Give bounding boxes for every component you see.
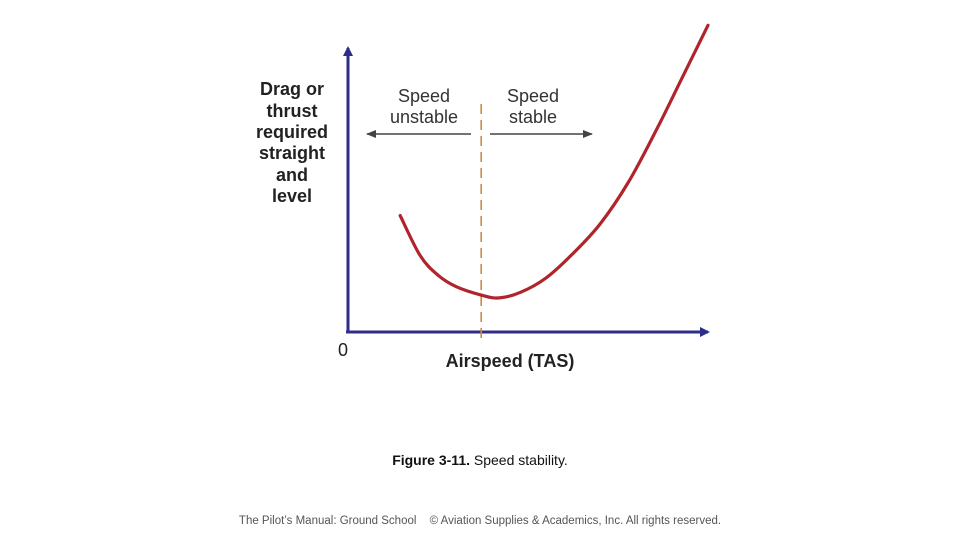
figure-caption-text: Speed stability. [470,452,568,468]
y-axis-label-line: required [256,122,328,142]
drag-curve-series-line [398,23,710,300]
region-label-unstable-line2: unstable [390,107,458,127]
region-label-stable-line1: Speed [507,86,559,106]
y-axis-label-line: straight [259,143,325,163]
y-axis-label-line: level [272,186,312,206]
footer-left-text: The Pilot’s Manual: Ground School [238,515,417,527]
region-label-stable-line2: stable [509,107,557,127]
y-axis-label-line: Drag or [260,79,324,99]
y-axis-label-line: and [276,165,308,185]
origin-tick-label: 0 [338,340,348,360]
figure-number: Figure 3-11. [392,452,470,468]
region-label-unstable-line1: Speed [398,86,450,106]
figure-caption: Figure 3-11. Speed stability. [0,452,960,468]
slide-footer: The Pilot’s Manual: Ground School © Avia… [0,515,960,527]
y-axis-label-line: thrust [267,101,318,121]
footer-right-text: © Aviation Supplies & Academics, Inc. Al… [429,515,722,527]
x-axis-label: Airspeed (TAS) [446,351,575,371]
